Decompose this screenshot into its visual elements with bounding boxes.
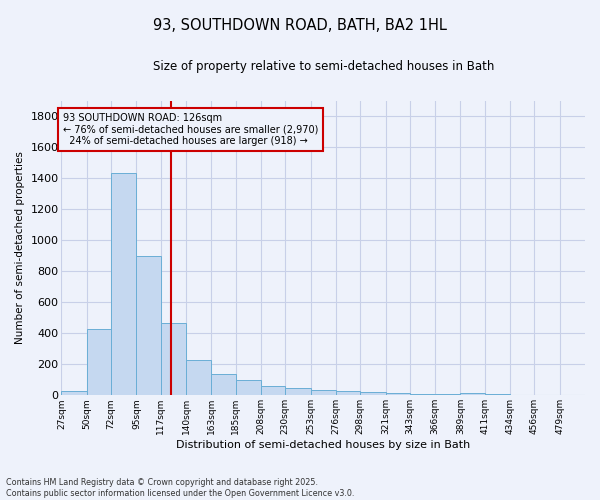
Bar — [261, 386, 285, 396]
Bar — [510, 394, 534, 396]
Bar — [534, 394, 560, 396]
Text: 93, SOUTHDOWN ROAD, BATH, BA2 1HL: 93, SOUTHDOWN ROAD, BATH, BA2 1HL — [153, 18, 447, 32]
Bar — [410, 394, 435, 396]
Bar — [111, 174, 136, 396]
Bar — [460, 393, 485, 396]
Text: 93 SOUTHDOWN ROAD: 126sqm
← 76% of semi-detached houses are smaller (2,970)
  24: 93 SOUTHDOWN ROAD: 126sqm ← 76% of semi-… — [62, 113, 318, 146]
Title: Size of property relative to semi-detached houses in Bath: Size of property relative to semi-detach… — [152, 60, 494, 73]
Bar — [236, 380, 261, 396]
Bar — [435, 394, 460, 396]
Bar — [311, 390, 336, 396]
Bar — [386, 393, 410, 396]
Bar — [136, 256, 161, 396]
Bar — [161, 323, 186, 396]
Text: Contains HM Land Registry data © Crown copyright and database right 2025.
Contai: Contains HM Land Registry data © Crown c… — [6, 478, 355, 498]
Y-axis label: Number of semi-detached properties: Number of semi-detached properties — [15, 152, 25, 344]
Bar — [211, 374, 236, 396]
Bar — [186, 360, 211, 396]
Bar — [485, 394, 510, 396]
Bar — [87, 330, 111, 396]
Bar — [285, 388, 311, 396]
Bar — [360, 392, 386, 396]
X-axis label: Distribution of semi-detached houses by size in Bath: Distribution of semi-detached houses by … — [176, 440, 470, 450]
Bar — [336, 390, 360, 396]
Bar — [61, 390, 87, 396]
